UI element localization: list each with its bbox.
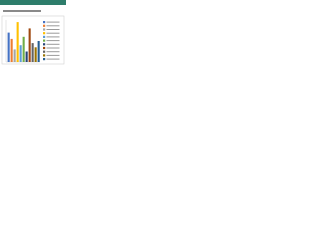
bar <box>19 45 22 62</box>
legend-text-placeholder <box>46 32 60 34</box>
legend-swatch <box>43 28 46 31</box>
legend-swatch <box>43 32 46 35</box>
legend-text-placeholder <box>46 40 60 42</box>
legend-swatch <box>43 54 46 57</box>
legend-text-placeholder <box>46 58 60 60</box>
bar <box>28 28 31 62</box>
page: (() => { const data = JSON.parse(documen… <box>0 0 66 66</box>
header-bar <box>0 0 66 5</box>
screenshot <box>0 0 66 65</box>
bar <box>7 32 10 62</box>
legend-swatch <box>43 50 46 53</box>
legend-text-placeholder <box>46 29 60 30</box>
legend-text-placeholder <box>46 36 60 38</box>
legend-text-placeholder <box>46 43 60 45</box>
legend-swatch <box>43 39 46 42</box>
legend-swatch <box>43 58 46 61</box>
legend-swatch <box>43 24 46 27</box>
legend-text-placeholder <box>46 47 60 49</box>
legend-swatch <box>43 46 46 50</box>
legend-swatch <box>43 35 46 38</box>
title-placeholder <box>3 10 41 12</box>
legend-swatch <box>43 43 46 46</box>
legend-text-placeholder <box>46 51 60 53</box>
bar <box>10 38 13 62</box>
legend-swatch <box>43 21 46 24</box>
legend-text-placeholder <box>46 25 60 27</box>
bar <box>34 47 37 62</box>
bar <box>13 49 16 62</box>
bar <box>37 41 40 62</box>
bar <box>16 22 19 63</box>
bar <box>25 51 28 62</box>
legend-text-placeholder <box>46 54 60 56</box>
legend-text-placeholder <box>46 21 60 23</box>
bar <box>31 43 34 62</box>
bar <box>22 36 25 62</box>
